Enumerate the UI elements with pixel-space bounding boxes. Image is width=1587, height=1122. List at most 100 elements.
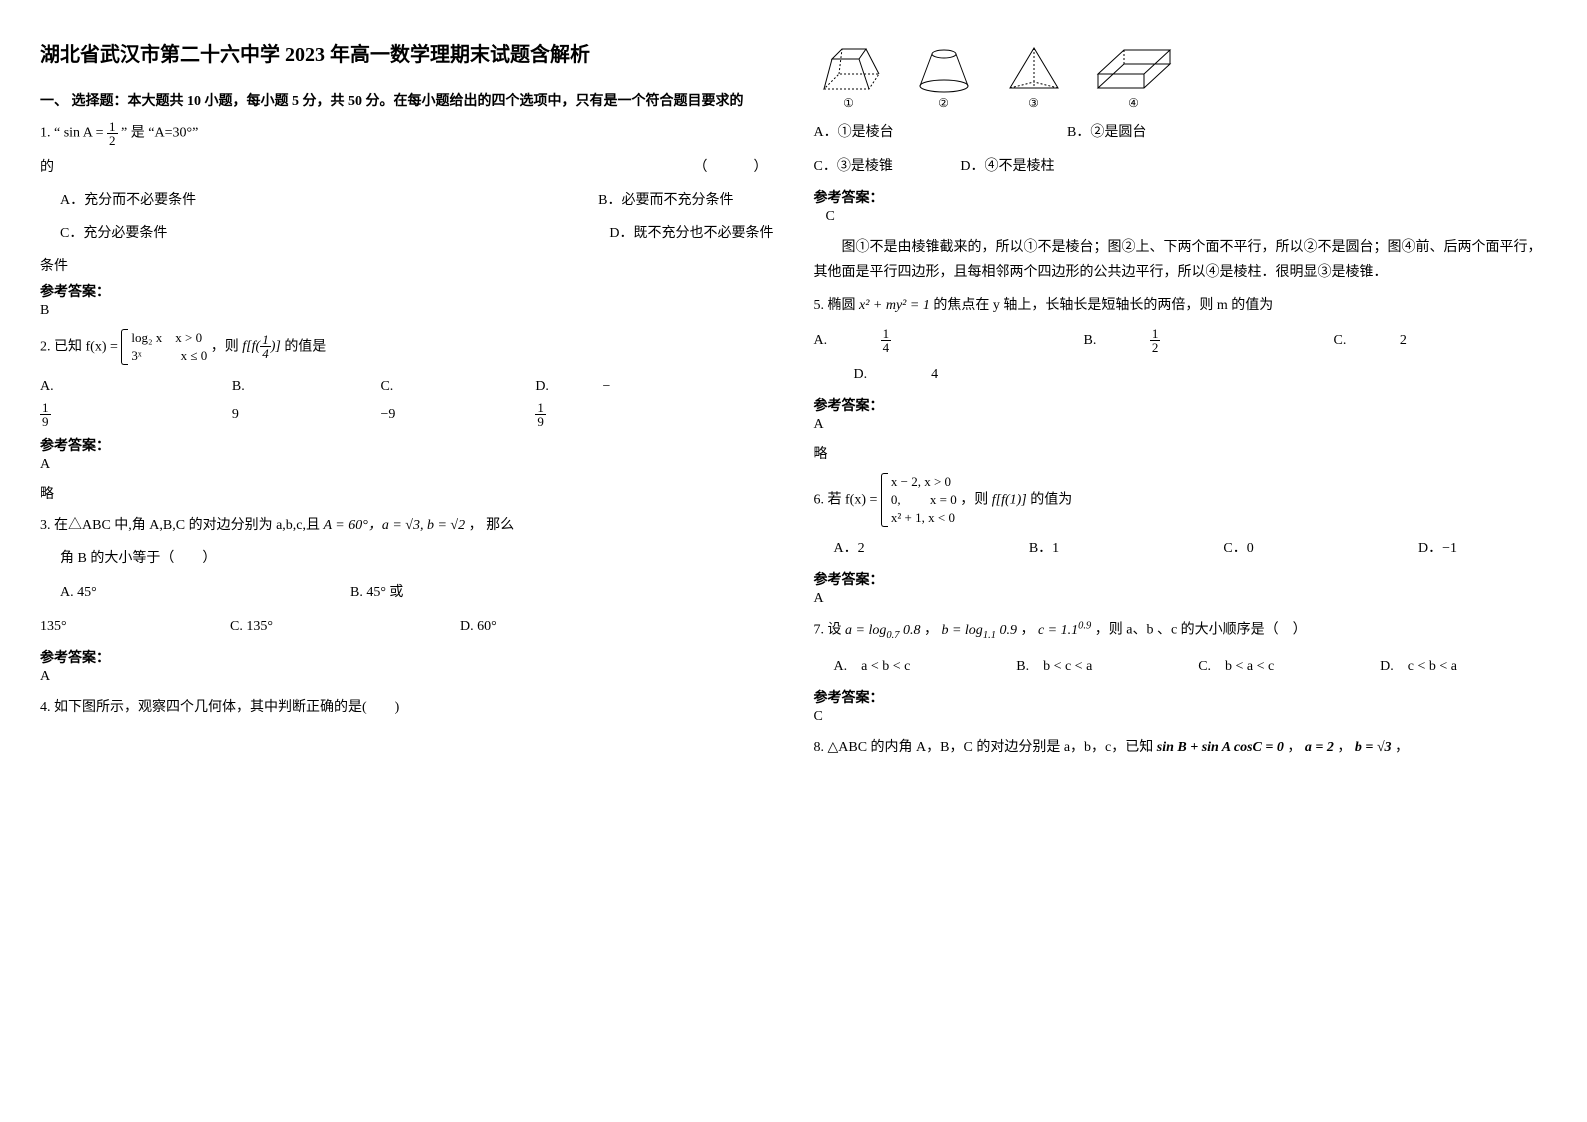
q3-line2: 角 B 的大小等于（ ）: [40, 546, 774, 571]
q6-end: 的值为: [1030, 492, 1072, 507]
q2-func: f(x) =: [86, 339, 122, 354]
q3-optC: C. 135°: [230, 613, 410, 641]
q7-optD: D. c < b < a: [1380, 653, 1457, 681]
q1-ans: B: [40, 303, 774, 319]
q4-fig2: ②: [914, 44, 974, 111]
q2-note: 略: [40, 483, 774, 503]
q6-ans: A: [814, 591, 1548, 607]
section-1-head: 一、 选择题：本大题共 10 小题，每小题 5 分，共 50 分。在每小题给出的…: [40, 90, 774, 110]
q8-c1: sin B + sin A cosC = 0: [1157, 740, 1288, 755]
q4-fig4: ④: [1094, 44, 1174, 111]
q1-ans-label: 参考答案：: [40, 281, 774, 301]
question-7: 7. 设 a = log0.7 0.8 ， b = log1.1 0.9 ， c…: [814, 617, 1548, 645]
q1-pre: 1. “: [40, 126, 60, 141]
q4-optC: C．③是棱锥: [814, 153, 893, 181]
q8-c3: b = √3: [1355, 740, 1395, 755]
q3-stem: 3. 在△ABC 中,角 A,B,C 的对边分别为 a,b,c,且: [40, 518, 320, 533]
q6-p3: x² + 1, x < 0: [891, 509, 957, 527]
q5-optC: C. 2: [1334, 327, 1457, 355]
q8-sep3: ，: [1395, 740, 1409, 755]
question-6: 6. 若 f(x) = x − 2, x > 0 0, x = 0 x² + 1…: [814, 473, 1548, 528]
q4-figures: ① ② ③: [814, 44, 1548, 111]
q7-optB: B. b < c < a: [1016, 653, 1092, 681]
q2-p1: log₂ x x > 0: [131, 329, 207, 347]
q3-ans-label: 参考答案：: [40, 647, 774, 667]
q2-piecewise: log₂ x x > 0 3ˣ x ≤ 0: [121, 329, 207, 365]
q7-ans: C: [814, 709, 1548, 725]
q4-opts-cd: C．③是棱锥 D．④不是棱柱: [814, 153, 1548, 181]
q5-opts: A. 14 B. 12 C. 2: [814, 327, 1548, 355]
q7-optA: A. a < b < c: [834, 653, 911, 681]
q6-post: ，则: [960, 492, 988, 507]
q6-optB: B．1: [1029, 535, 1059, 563]
q3-optA: A. 45°: [60, 579, 300, 607]
q7-post: ，则 a、b 、c 的大小顺序是（ ）: [1095, 623, 1307, 638]
q2-ans: A: [40, 457, 774, 473]
q4-fig1-label: ①: [843, 96, 854, 110]
question-1: 1. “ sin A = 12 ” 是 “A=30°”: [40, 120, 774, 147]
q6-piecewise: x − 2, x > 0 0, x = 0 x² + 1, x < 0: [881, 473, 957, 528]
q7-opts: A. a < b < c B. b < c < a C. b < a < c D…: [814, 653, 1548, 681]
q2-optB: B. 9: [232, 373, 331, 429]
q2-end: 的值是: [284, 339, 326, 354]
q5-optD-row: D. 4: [814, 361, 1548, 389]
q1-opts-ab: A．充分而不必要条件 B．必要而不充分条件: [40, 188, 774, 213]
q8-sep2: ，: [1337, 740, 1351, 755]
q6-optA: A．2: [834, 535, 865, 563]
q5-ans: A: [814, 417, 1548, 433]
q4-optB: B．②是圆台: [1067, 119, 1146, 147]
question-8: 8. △ABC 的内角 A，B，C 的对边分别是 a，b，c，已知 sin B …: [814, 735, 1548, 760]
q5-expr: x² + my² = 1: [859, 298, 933, 313]
q4-fig1: ①: [814, 44, 884, 111]
q1-opts-cd: C．充分必要条件 D．既不充分也不必要条件: [40, 221, 774, 246]
q3-optD: D. 60°: [460, 613, 497, 641]
q3-opts-cd: 135° C. 135° D. 60°: [40, 613, 774, 641]
q8-c2: a = 2: [1305, 740, 1337, 755]
q7-a: a = log0.7 0.8: [845, 623, 924, 638]
q7-c: c = 1.10.9: [1038, 623, 1095, 638]
q1-optD: D．既不充分也不必要条件: [609, 221, 773, 246]
q2-p2: 3ˣ x ≤ 0: [131, 347, 207, 365]
q6-expr: f[f(1)]: [992, 492, 1027, 507]
q1-mid: sin A =: [64, 126, 107, 141]
q7-pre: 7. 设: [814, 623, 842, 638]
q3-opts-ab: A. 45° B. 45° 或: [40, 579, 774, 607]
page-title: 湖北省武汉市第二十六中学 2023 年高一数学理期末试题含解析: [40, 40, 774, 70]
q7-optC: C. b < a < c: [1198, 653, 1274, 681]
question-4-stem: 4. 如下图所示，观察四个几何体，其中判断正确的是( ): [40, 695, 774, 720]
q1-paren: （ ）: [694, 155, 774, 180]
question-5: 5. 椭圆 x² + my² = 1 的焦点在 y 轴上，长轴长是短轴长的两倍，…: [814, 293, 1548, 318]
q5-ans-label: 参考答案：: [814, 395, 1548, 415]
q4-ans-label: 参考答案：: [814, 187, 1548, 207]
q4-optA: A．①是棱台: [814, 119, 1014, 147]
q4-optD: D．④不是棱柱: [960, 153, 1054, 181]
question-3: 3. 在△ABC 中,角 A,B,C 的对边分别为 a,b,c,且 A = 60…: [40, 513, 774, 538]
q5-optB: B. 12: [1084, 327, 1284, 355]
q6-func: f(x) =: [845, 492, 881, 507]
q5-note: 略: [814, 443, 1548, 463]
q2-opts: A. 19 B. 9 C. −9 D. −19: [40, 373, 774, 429]
q5-optA: A. 14: [814, 327, 1034, 355]
q5-optD: D. 4: [854, 361, 989, 389]
q3-optB: B. 45° 或: [350, 579, 403, 607]
q1-line2-pre: 的: [40, 155, 54, 180]
q3-optB2: 135°: [40, 613, 180, 641]
q1-optB: B．必要而不充分条件: [598, 188, 733, 213]
q6-opts: A．2 B．1 C．0 D．−1: [814, 535, 1548, 563]
q1-optA: A．充分而不必要条件: [60, 188, 196, 213]
q6-optD: D．−1: [1418, 535, 1457, 563]
q1-line2: 的 （ ）: [40, 155, 774, 180]
q6-optC: C．0: [1223, 535, 1253, 563]
q6-ans-label: 参考答案：: [814, 569, 1548, 589]
q7-b: b = log1.1 0.9: [941, 623, 1020, 638]
q5-pre: 5. 椭圆: [814, 298, 856, 313]
q1-optD-cont: 条件: [40, 255, 774, 275]
q8-stem: 8. △ABC 的内角 A，B，C 的对边分别是 a，b，c，已知: [814, 740, 1154, 755]
q4-ans: C: [814, 209, 1548, 225]
q8-sep1: ，: [1287, 740, 1301, 755]
q1-frac: 12: [107, 120, 118, 147]
question-2: 2. 已知 f(x) = log₂ x x > 0 3ˣ x ≤ 0 ，则 f[…: [40, 329, 774, 365]
q1-post: ” 是 “A=30°”: [121, 126, 198, 141]
q3-cond: A = 60°，a = √3, b = √2: [324, 518, 469, 533]
q4-fig2-label: ②: [938, 96, 949, 110]
